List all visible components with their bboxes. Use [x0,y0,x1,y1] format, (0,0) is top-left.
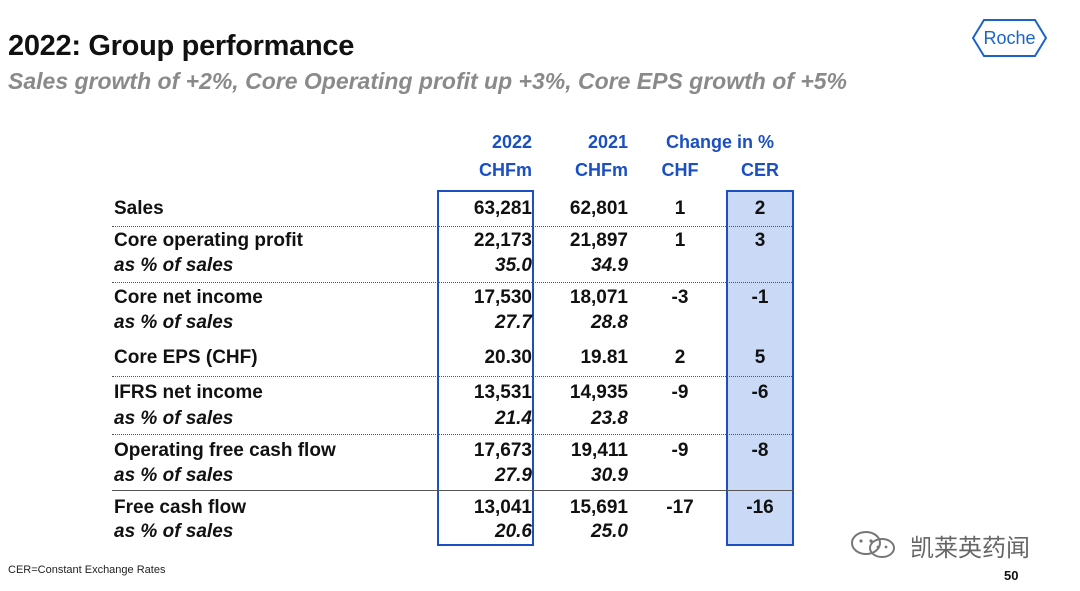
row-sublabel: as % of sales [114,521,234,542]
change-chf: -17 [666,497,694,518]
row-label-free-cash-flow: Free cash flow [114,497,246,518]
row-label-core-eps: Core EPS (CHF) [114,347,258,368]
roche-logo: Roche [972,18,1047,58]
change-cer: -8 [751,440,769,461]
change-cer: -16 [746,497,774,518]
pct-2022: 20.6 [495,521,532,542]
row-label-core-net-income: Core net income [114,287,263,308]
pct-2022: 27.9 [495,465,532,486]
header-cer: CER [740,160,779,180]
pct-2022: 21.4 [495,408,532,429]
header-chf: CHF [661,160,699,180]
slide-subtitle: Sales growth of +2%, Core Operating prof… [8,68,847,94]
value-2022: 20.30 [484,347,532,368]
header-chfm-2022: CHFm [479,160,532,180]
logo-text: Roche [983,28,1036,48]
year-2022-column-box [437,190,534,546]
change-chf: -3 [671,287,689,308]
row-label-ifrs-net-income: IFRS net income [114,382,263,403]
header-chfm-2021: CHFm [575,160,628,180]
row-separator [112,490,794,491]
row-separator [112,226,794,227]
value-2022: 17,530 [473,287,532,308]
pct-2021: 25.0 [591,521,628,542]
pct-2021: 28.8 [591,312,628,333]
header-2021: 2021 [587,132,628,152]
value-2021: 21,897 [569,230,628,251]
value-2021: 14,935 [569,382,628,403]
wechat-icon [851,531,895,558]
change-chf: -9 [671,382,689,403]
row-sublabel: as % of sales [114,465,234,486]
cer-column-highlight [726,190,794,546]
change-chf: 1 [674,230,686,251]
value-2022: 22,173 [473,230,532,251]
change-cer: 3 [754,230,766,251]
row-label-operating-free-cash-flow: Operating free cash flow [114,440,336,461]
pct-2022: 35.0 [495,255,532,276]
slide-title: 2022: Group performance [8,30,355,62]
value-2021: 15,691 [569,497,628,518]
row-separator [112,282,794,283]
change-cer: -1 [751,287,769,308]
header-2022: 2022 [491,132,532,152]
value-2021: 62,801 [569,198,628,219]
watermark-text: 凯莱英药闻 [910,534,1030,562]
row-sublabel: as % of sales [114,255,234,276]
header-change: Change in % [665,132,774,152]
pct-2021: 34.9 [591,255,628,276]
pct-2021: 30.9 [591,465,628,486]
row-sublabel: as % of sales [114,312,234,333]
pct-2022: 27.7 [495,312,532,333]
row-separator [112,376,794,377]
change-cer: -6 [751,382,769,403]
row-label-sales: Sales [114,198,164,219]
value-2021: 19.81 [580,347,628,368]
change-cer: 2 [754,198,766,219]
pct-2021: 23.8 [591,408,628,429]
value-2021: 19,411 [570,440,628,461]
change-chf: 1 [674,198,686,219]
row-separator [112,434,794,435]
watermark: 凯莱英药闻 [846,528,1046,562]
value-2022: 13,041 [473,497,532,518]
change-chf: 2 [674,347,686,368]
change-chf: -9 [671,440,689,461]
row-label-core-operating-profit: Core operating profit [114,230,303,251]
change-cer: 5 [754,347,766,368]
page-number: 50 [1004,568,1019,583]
value-2021: 18,071 [569,287,628,308]
value-2022: 17,673 [473,440,532,461]
row-sublabel: as % of sales [114,408,234,429]
footnote: CER=Constant Exchange Rates [8,564,166,576]
value-2022: 63,281 [473,198,532,219]
value-2022: 13,531 [473,382,532,403]
